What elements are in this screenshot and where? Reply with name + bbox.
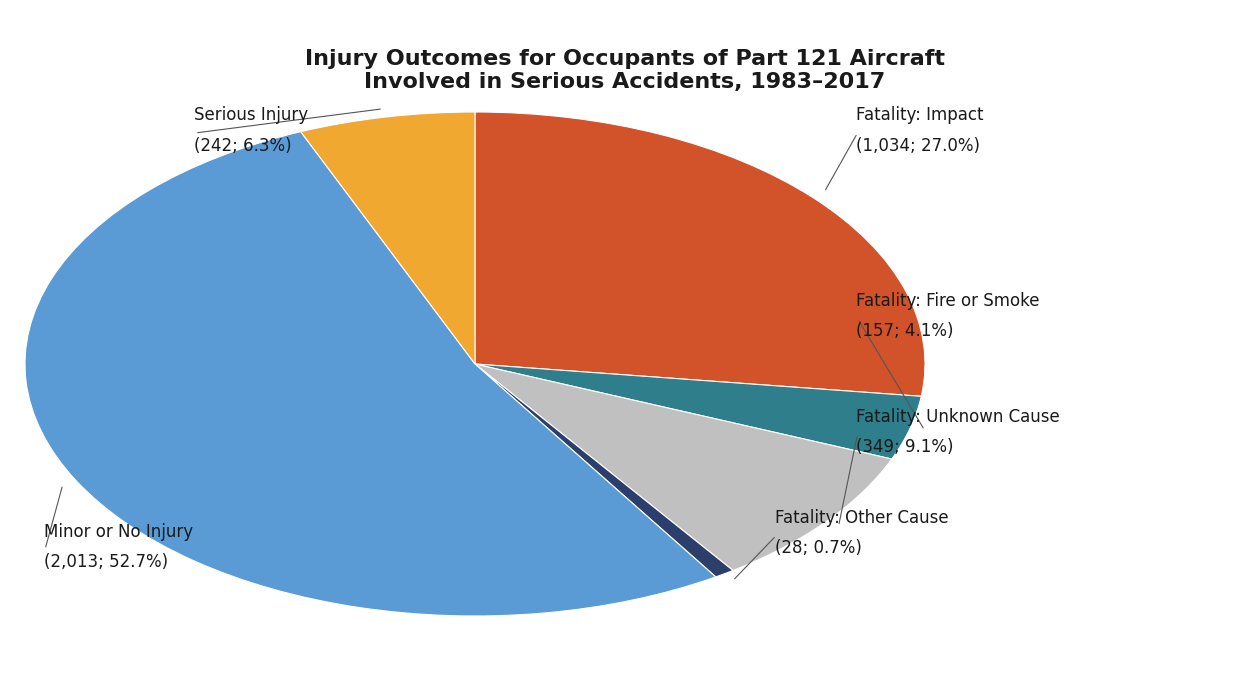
Text: Minor or No Injury: Minor or No Injury (44, 523, 192, 541)
Text: Fatality: Impact: Fatality: Impact (856, 106, 984, 125)
Text: (28; 0.7%): (28; 0.7%) (775, 539, 862, 557)
Wedge shape (475, 364, 921, 459)
Text: (1,034; 27.0%): (1,034; 27.0%) (856, 136, 980, 155)
Text: Fatality: Other Cause: Fatality: Other Cause (775, 509, 949, 527)
Wedge shape (475, 364, 891, 570)
Text: (2,013; 52.7%): (2,013; 52.7%) (44, 553, 168, 571)
Text: (242; 6.3%): (242; 6.3%) (194, 136, 291, 155)
Wedge shape (475, 112, 925, 396)
Text: (349; 9.1%): (349; 9.1%) (856, 438, 954, 456)
Wedge shape (25, 132, 716, 616)
Wedge shape (475, 364, 732, 577)
Text: Fatality: Unknown Cause: Fatality: Unknown Cause (856, 407, 1060, 426)
Text: Injury Outcomes for Occupants of Part 121 Aircraft
Involved in Serious Accidents: Injury Outcomes for Occupants of Part 12… (305, 49, 945, 92)
Text: Fatality: Fire or Smoke: Fatality: Fire or Smoke (856, 292, 1040, 310)
Text: (157; 4.1%): (157; 4.1%) (856, 322, 954, 340)
Wedge shape (301, 112, 475, 364)
Text: Serious Injury: Serious Injury (194, 106, 308, 125)
